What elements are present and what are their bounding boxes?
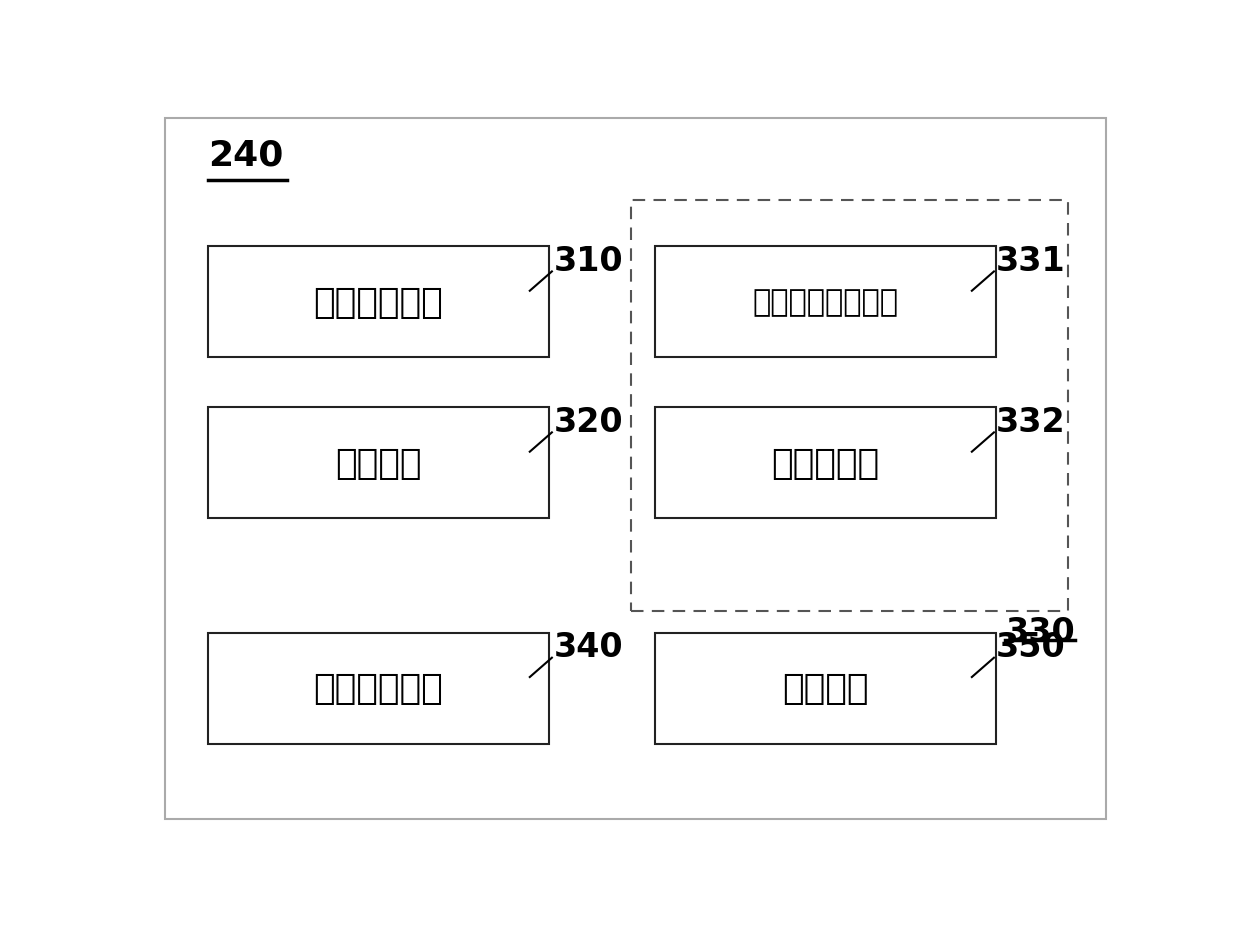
Text: 240: 240: [208, 138, 283, 172]
Text: 330: 330: [1006, 615, 1075, 648]
Text: 生长子单元: 生长子单元: [771, 446, 879, 481]
Text: 投影单元: 投影单元: [335, 446, 422, 481]
FancyBboxPatch shape: [208, 633, 549, 743]
FancyBboxPatch shape: [208, 408, 549, 519]
FancyBboxPatch shape: [208, 247, 549, 358]
Text: 340: 340: [554, 631, 624, 664]
Text: 350: 350: [996, 631, 1065, 664]
Text: 320: 320: [554, 406, 624, 439]
FancyBboxPatch shape: [655, 633, 996, 743]
FancyBboxPatch shape: [165, 119, 1106, 818]
Text: 第二提取单元: 第二提取单元: [314, 671, 444, 705]
Text: 种子点确定子单元: 种子点确定子单元: [753, 288, 898, 317]
Text: 332: 332: [996, 406, 1065, 439]
Text: 310: 310: [554, 245, 624, 277]
Text: 331: 331: [996, 245, 1065, 277]
Text: 定位单元: 定位单元: [782, 671, 868, 705]
FancyBboxPatch shape: [655, 408, 996, 519]
Text: 第一提取单元: 第一提取单元: [314, 286, 444, 319]
FancyBboxPatch shape: [655, 247, 996, 358]
